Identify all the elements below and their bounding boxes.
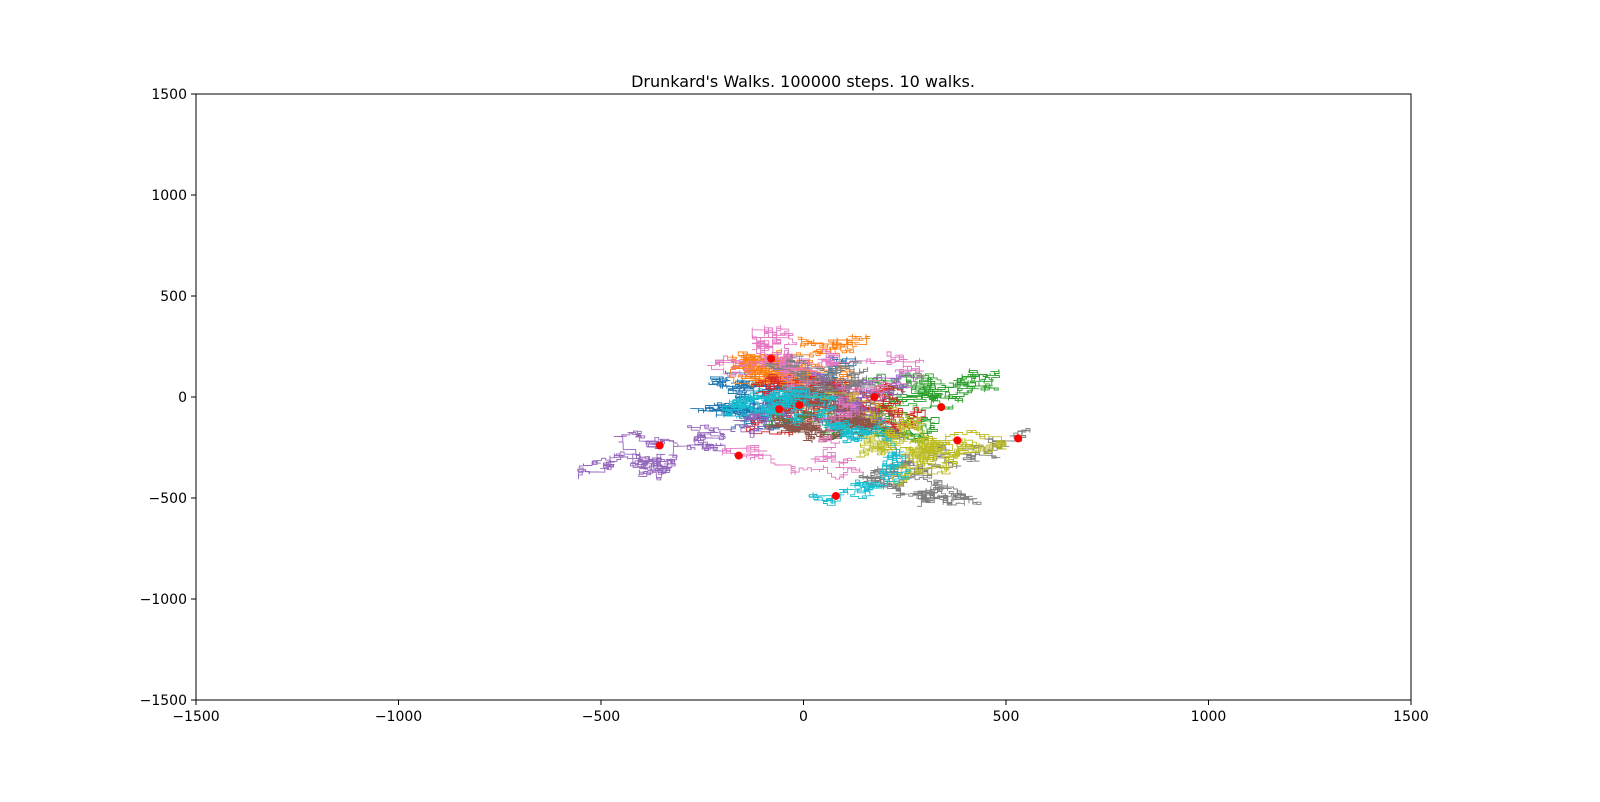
- y-tick-label: 500: [160, 289, 187, 305]
- walk-end-marker-5: [655, 441, 664, 450]
- walk-end-marker-8: [1014, 434, 1023, 443]
- x-tick-label: 1500: [1393, 709, 1429, 725]
- walk-end-marker-6: [775, 405, 784, 414]
- walk-end-marker-10: [831, 491, 840, 500]
- x-tick-label: −1000: [375, 709, 422, 725]
- x-tick-label: 1000: [1191, 709, 1227, 725]
- walk-line-10: [721, 385, 911, 506]
- y-tick-label: 0: [178, 390, 187, 406]
- walk-end-marker-2: [767, 354, 776, 363]
- walk-end-marker-4: [870, 393, 879, 401]
- y-tick-label: −1500: [140, 693, 187, 709]
- walk-end-marker-1: [795, 401, 804, 410]
- x-tick-label: 500: [993, 709, 1020, 725]
- y-tick-label: 1000: [151, 188, 187, 204]
- walk-line-7: [707, 324, 925, 480]
- x-tick-label: −1500: [172, 709, 219, 725]
- y-tick-label: −1000: [140, 592, 187, 608]
- walk-line-3: [764, 368, 1000, 444]
- y-axis: −1500 −1000 −500 0 500 1000 1500: [140, 87, 196, 709]
- chart-title: Drunkard's Walks. 100000 steps. 10 walks…: [631, 72, 975, 91]
- plot-area: [577, 324, 1031, 507]
- walk-line-9: [799, 390, 1007, 487]
- x-axis: −1500 −1000 −500 0 500 1000 1500: [172, 700, 1429, 725]
- walk-end-marker-3: [937, 403, 946, 412]
- y-tick-label: 1500: [151, 87, 187, 103]
- x-tick-label: 0: [799, 709, 808, 725]
- y-tick-label: −500: [149, 491, 187, 507]
- x-tick-label: −500: [582, 709, 620, 725]
- walk-end-marker-9: [953, 436, 962, 445]
- walk-end-marker-7: [734, 451, 743, 460]
